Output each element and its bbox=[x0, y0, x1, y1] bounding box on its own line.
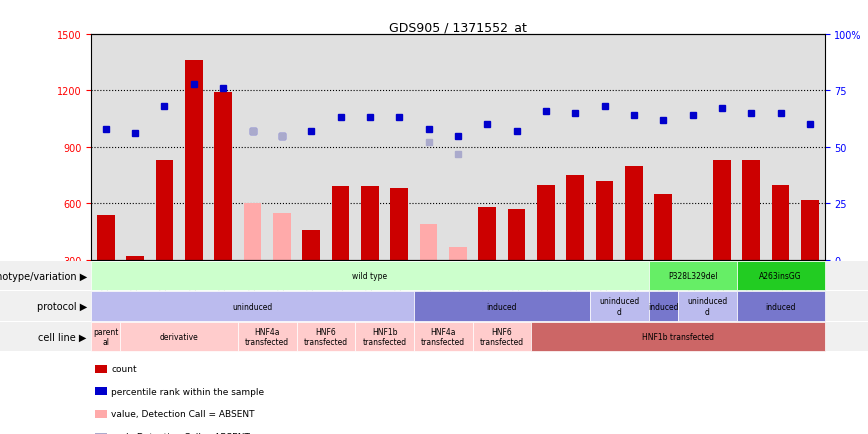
Bar bbox=[625, 166, 642, 260]
Text: HNF1b transfected: HNF1b transfected bbox=[642, 332, 713, 341]
Text: protocol ▶: protocol ▶ bbox=[36, 302, 87, 311]
Title: GDS905 / 1371552_at: GDS905 / 1371552_at bbox=[389, 20, 527, 33]
Text: derivative: derivative bbox=[160, 332, 199, 341]
Bar bbox=[273, 214, 291, 260]
Text: HNF6
transfected: HNF6 transfected bbox=[480, 327, 524, 346]
Text: induced: induced bbox=[766, 302, 796, 311]
Bar bbox=[449, 247, 467, 260]
Text: HNF6
transfected: HNF6 transfected bbox=[304, 327, 348, 346]
Text: P328L329del: P328L329del bbox=[667, 272, 717, 280]
Text: HNF4a
transfected: HNF4a transfected bbox=[245, 327, 289, 346]
Bar bbox=[214, 93, 232, 260]
Text: genotype/variation ▶: genotype/variation ▶ bbox=[0, 271, 87, 281]
Bar bbox=[772, 185, 789, 260]
Bar bbox=[567, 176, 584, 260]
Text: value, Detection Call = ABSENT: value, Detection Call = ABSENT bbox=[111, 410, 254, 418]
Bar bbox=[420, 225, 437, 260]
Text: parent
al: parent al bbox=[93, 327, 119, 346]
Text: uninduced: uninduced bbox=[233, 302, 273, 311]
Bar bbox=[302, 230, 320, 260]
Text: induced: induced bbox=[487, 302, 517, 311]
Bar bbox=[537, 185, 555, 260]
Text: rank, Detection Call = ABSENT: rank, Detection Call = ABSENT bbox=[111, 432, 250, 434]
Bar bbox=[332, 187, 349, 260]
Bar bbox=[595, 181, 614, 260]
Text: HNF4a
transfected: HNF4a transfected bbox=[421, 327, 465, 346]
Bar bbox=[244, 204, 261, 260]
Bar bbox=[97, 215, 115, 260]
Bar bbox=[391, 189, 408, 260]
Text: count: count bbox=[111, 365, 137, 373]
Text: wild type: wild type bbox=[352, 272, 387, 280]
Bar bbox=[185, 61, 202, 260]
Bar bbox=[742, 161, 760, 260]
Text: uninduced
d: uninduced d bbox=[687, 297, 727, 316]
Text: uninduced
d: uninduced d bbox=[599, 297, 640, 316]
Text: HNF1b
transfected: HNF1b transfected bbox=[363, 327, 406, 346]
Text: cell line ▶: cell line ▶ bbox=[38, 332, 87, 342]
Bar bbox=[508, 210, 525, 260]
Text: percentile rank within the sample: percentile rank within the sample bbox=[111, 387, 264, 396]
Bar bbox=[478, 208, 496, 260]
Bar bbox=[801, 200, 819, 260]
Bar bbox=[713, 161, 731, 260]
Text: A263insGG: A263insGG bbox=[760, 272, 802, 280]
Bar bbox=[127, 256, 144, 260]
Bar bbox=[654, 194, 672, 260]
Text: induced: induced bbox=[648, 302, 679, 311]
Bar bbox=[361, 187, 378, 260]
Bar bbox=[155, 161, 174, 260]
